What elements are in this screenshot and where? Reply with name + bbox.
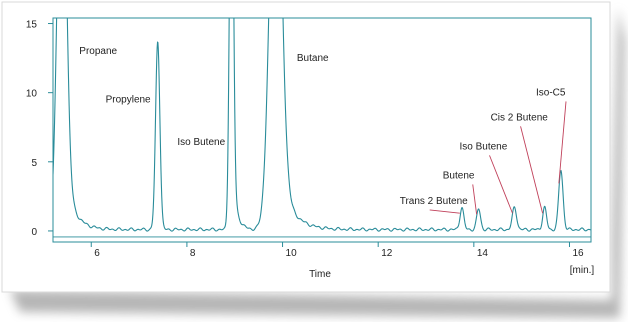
x-axis-unit-label: [min.] xyxy=(570,265,595,276)
y-tick-label: 10 xyxy=(26,89,38,100)
peak-leader-line xyxy=(520,126,544,214)
peak-leader-line xyxy=(558,101,567,184)
peak-label: Iso Butene xyxy=(177,137,225,148)
peak-label: Cis 2 Butene xyxy=(491,112,549,123)
peak-label: Butane xyxy=(297,53,329,64)
peak-label: Trans 2 Butene xyxy=(400,196,468,207)
peak-label: Iso Butene xyxy=(459,141,507,152)
x-tick-label: 14 xyxy=(477,248,489,259)
peak-label: Butene xyxy=(443,170,475,181)
peak-label: Propylene xyxy=(106,94,151,105)
x-tick-label: 6 xyxy=(94,248,100,259)
trace-layer xyxy=(53,18,591,232)
x-tick-label: 10 xyxy=(286,248,298,259)
peak-label: Propane xyxy=(79,46,117,57)
peak-labels: Propane Propylene Iso Butene Butane Trans 2 … xyxy=(79,46,567,215)
chromatogram-trace xyxy=(53,18,591,232)
peak-leader-line xyxy=(489,155,513,214)
y-tick-label: 15 xyxy=(26,20,38,31)
x-tick-label: 12 xyxy=(381,248,393,259)
x-tick-label: 8 xyxy=(190,248,196,259)
x-axis-label: Time xyxy=(309,269,331,280)
y-tick-label: 5 xyxy=(31,158,37,169)
panel-background xyxy=(1,1,611,293)
axes-group: 6 8 10 12 14 16 0 5 10 15 xyxy=(26,17,592,259)
peak-leader-line xyxy=(472,184,478,215)
plot-frame xyxy=(52,17,592,243)
y-tick-label: 0 xyxy=(31,227,37,238)
peak-label: Iso-C5 xyxy=(536,87,566,98)
peak-leader-line xyxy=(429,209,460,214)
x-tick-label: 16 xyxy=(572,248,584,259)
